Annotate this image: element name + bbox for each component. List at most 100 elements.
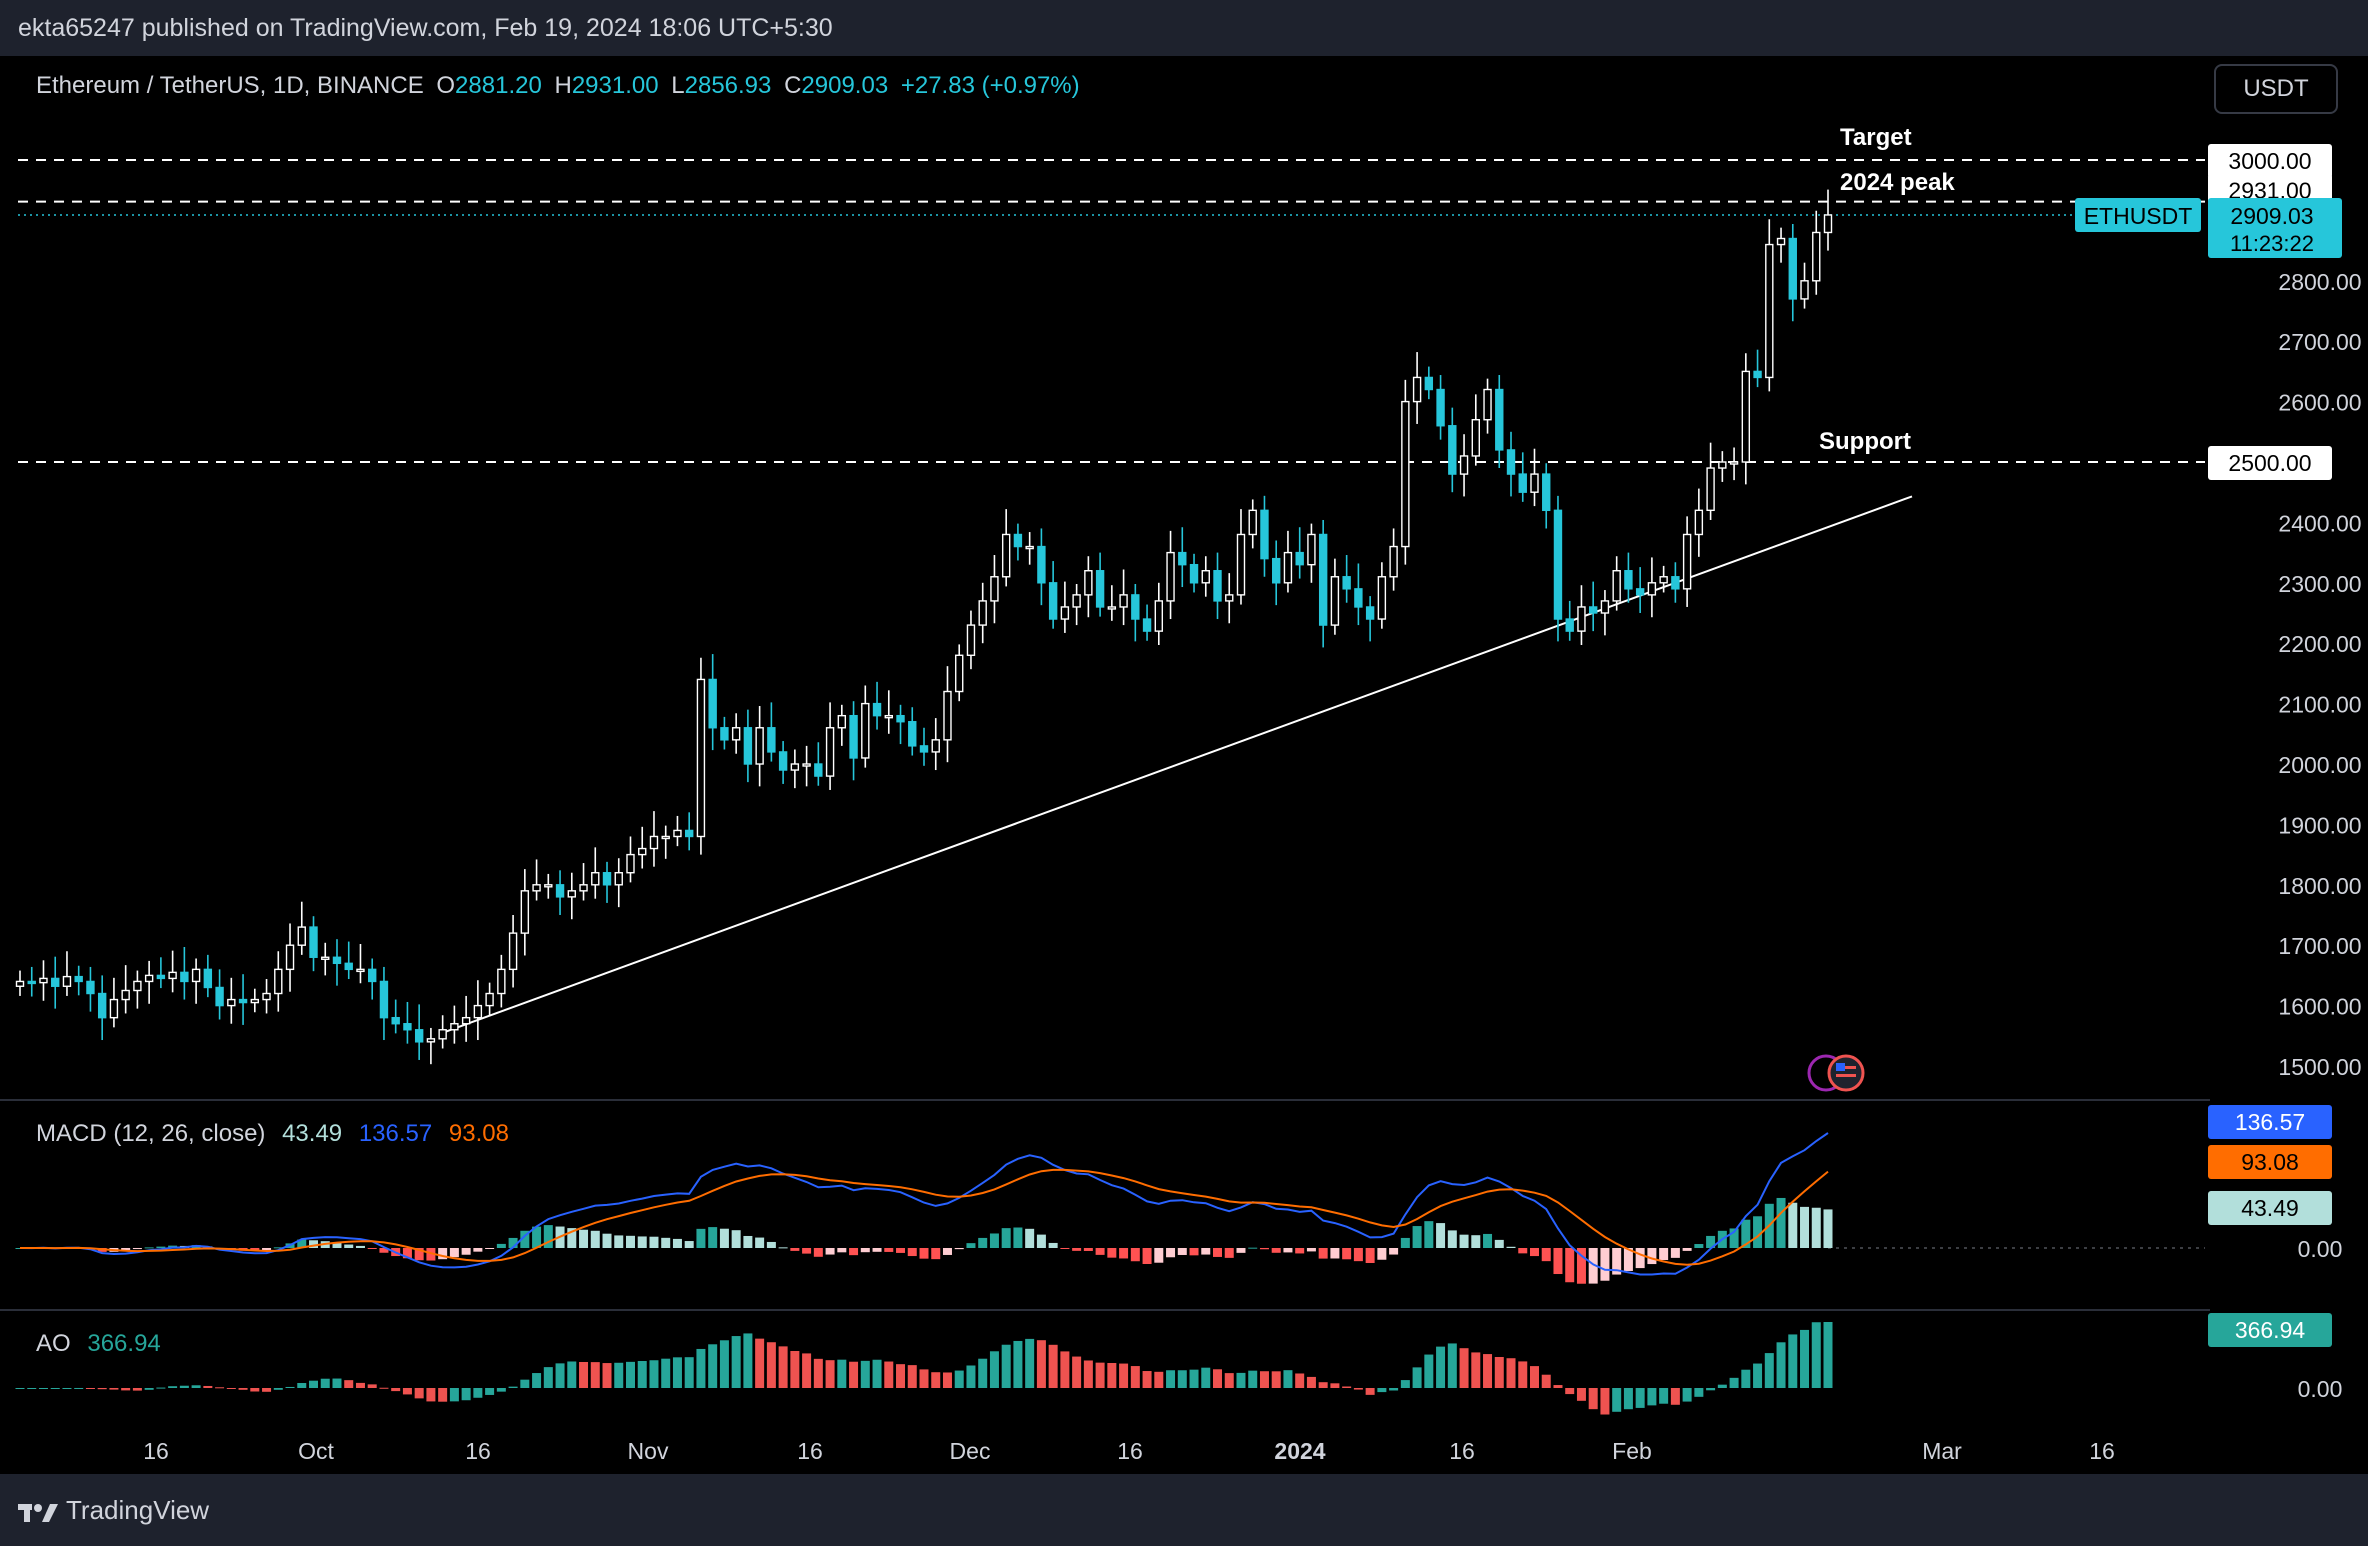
open-value: 2881.20 (455, 72, 542, 99)
ao-bar (50, 1388, 60, 1389)
macd-line-label: 136.57 (2235, 1109, 2305, 1135)
macd-hist-bar (766, 1241, 776, 1248)
macd-hist-bar (907, 1248, 917, 1257)
ao-bar (672, 1357, 682, 1388)
candle-body (1377, 576, 1387, 620)
ao-bar (849, 1361, 859, 1388)
candle-body (684, 829, 694, 838)
macd-hist-bar (1318, 1248, 1328, 1259)
ao-bar (1318, 1382, 1328, 1388)
ao-bar (1083, 1360, 1093, 1388)
ao-bar (238, 1388, 248, 1390)
candle-body (1706, 467, 1715, 512)
macd-hist-bar (684, 1241, 694, 1248)
candle-body (62, 975, 72, 987)
ao-bar (743, 1333, 753, 1388)
macd-hist-bar (802, 1248, 812, 1254)
macd-hist-bar (1811, 1207, 1821, 1248)
candle-body (520, 890, 530, 934)
macd-hist-bar (1506, 1246, 1516, 1248)
candle-body (1283, 551, 1293, 584)
tradingview-brand[interactable]: TradingView (18, 1495, 209, 1526)
ao-bar (1717, 1384, 1727, 1388)
candle-body (731, 727, 741, 741)
change-value: +27.83 (+0.97%) (900, 72, 1080, 99)
macd-signal-label: 93.08 (2241, 1149, 2299, 1175)
macd-signal-label-bg (2208, 1145, 2332, 1179)
symbol-legend: Ethereum / TetherUS, 1D, BINANCE O2881.2… (36, 72, 1086, 100)
candle-body (27, 980, 36, 985)
ao-bar (931, 1372, 941, 1388)
ao-bar (226, 1388, 236, 1389)
candle-body (872, 702, 882, 717)
candle-body (790, 763, 800, 771)
candle-body (931, 739, 940, 753)
macd-line-label-bg (2208, 1105, 2332, 1139)
chart-canvas[interactable]: 2800.00 2700.00 2600.00 2400.00 2300.00 2200.… (0, 0, 2368, 1474)
currency-button[interactable]: USDT (2214, 64, 2338, 114)
us-flag-icon (1827, 1054, 1865, 1092)
macd-hist-bar (896, 1248, 906, 1253)
candle-body (1260, 509, 1269, 560)
close-value: 2909.03 (801, 72, 889, 99)
ao-bar (602, 1363, 612, 1388)
candle-body (473, 1004, 483, 1019)
candle-body (814, 763, 823, 777)
macd-hist-bar (813, 1248, 823, 1257)
time-tick-label: Mar (1922, 1438, 1962, 1464)
macd-hist-bar (978, 1237, 988, 1248)
candle-body (1424, 376, 1434, 391)
candle-body (285, 944, 295, 971)
ao-bar (1412, 1367, 1422, 1388)
candle-body (1095, 570, 1105, 608)
ao-bar (1565, 1388, 1575, 1395)
ao-bar (1248, 1370, 1258, 1388)
ao-pane (15, 1322, 1833, 1415)
macd-hist-bar (614, 1235, 624, 1248)
symbol-name: Ethereum / TetherUS, 1D, BINANCE (36, 72, 424, 99)
ao-bar (532, 1373, 542, 1388)
macd-hist-bar (1083, 1248, 1093, 1251)
ao-bar (884, 1361, 894, 1388)
candle-body (1236, 533, 1246, 596)
ao-bar (1576, 1388, 1586, 1401)
ao-bar (438, 1388, 448, 1402)
ao-bar (989, 1351, 999, 1388)
ao-bar (1529, 1366, 1539, 1388)
candle-body (1389, 545, 1398, 578)
macd-hist-bar (1576, 1248, 1586, 1284)
price-tick-label: 2600.00 (2278, 390, 2361, 416)
ao-bar (1177, 1370, 1187, 1388)
price-tick-label: 2300.00 (2278, 571, 2361, 597)
countdown-label: 11:23:22 (2230, 231, 2314, 256)
ao-bar (1682, 1388, 1692, 1402)
ao-bar (1389, 1388, 1399, 1391)
time-tick-label: 16 (1117, 1438, 1143, 1464)
macd-hist-bar (1201, 1248, 1211, 1255)
ao-bar (1330, 1383, 1340, 1388)
macd-hist-bar (508, 1237, 518, 1248)
candle-body (896, 714, 905, 723)
macd-hist-bar (520, 1230, 530, 1248)
candle-body (1354, 588, 1363, 608)
candle-body (555, 884, 565, 898)
candle-body (943, 690, 952, 741)
candle-body (391, 1016, 400, 1025)
macd-hist-bar (1271, 1248, 1281, 1253)
price-pane (15, 159, 2205, 1092)
macd-hist-bar (637, 1236, 647, 1248)
price-tick-label: 1800.00 (2278, 873, 2361, 899)
macd-hist-bar (1342, 1248, 1352, 1260)
candle-body (414, 1029, 424, 1043)
macd-hist-bar (931, 1248, 941, 1260)
support-price-label: 2500.00 (2228, 450, 2311, 476)
macd-hist-bar (755, 1237, 765, 1248)
ao-bar (1295, 1373, 1305, 1388)
ao-bar (1400, 1380, 1410, 1388)
price-tick-label: 2700.00 (2278, 329, 2361, 355)
macd-hist-bar (672, 1238, 682, 1248)
ao-bar (555, 1363, 565, 1388)
ao-bar (1753, 1363, 1763, 1388)
candle-body (86, 980, 95, 995)
candle-body (39, 977, 48, 984)
